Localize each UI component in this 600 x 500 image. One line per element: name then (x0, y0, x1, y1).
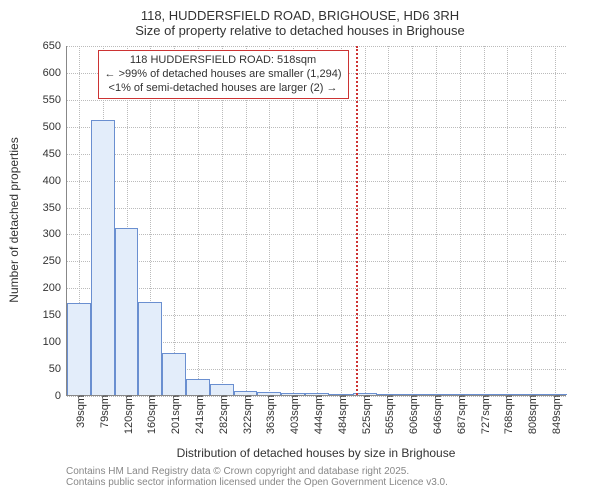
callout-line: 118 HUDDERSFIELD ROAD: 518sqm (105, 54, 342, 68)
histogram-bar (257, 392, 281, 395)
x-tick-label: 241sqm (190, 395, 206, 434)
plot-area: 0501001502002503003504004505005506006503… (66, 46, 566, 396)
gridline-v (388, 46, 389, 395)
title-block: 118, HUDDERSFIELD ROAD, BRIGHOUSE, HD6 3… (0, 0, 600, 46)
histogram-bar (329, 394, 353, 395)
y-tick-label: 550 (43, 94, 67, 106)
y-tick-label: 400 (43, 175, 67, 187)
histogram-bar (91, 120, 115, 395)
y-tick-label: 500 (43, 121, 67, 133)
y-axis-label: Number of detached properties (7, 130, 21, 310)
histogram-bar (234, 391, 258, 395)
y-tick-label: 250 (43, 255, 67, 267)
y-tick-label: 300 (43, 228, 67, 240)
gridline-v (555, 46, 556, 395)
x-tick-label: 727sqm (476, 395, 492, 434)
y-tick-label: 150 (43, 309, 67, 321)
x-tick-label: 363sqm (261, 395, 277, 434)
histogram-bar (543, 394, 567, 395)
x-tick-label: 646sqm (428, 395, 444, 434)
histogram-bar (448, 394, 472, 395)
gridline-v (507, 46, 508, 395)
marker-line (356, 46, 358, 395)
histogram-bar (281, 393, 305, 395)
histogram-bar (186, 379, 210, 395)
gridline-v (412, 46, 413, 395)
x-tick-label: 484sqm (333, 395, 349, 434)
x-tick-label: 849sqm (547, 395, 563, 434)
credits: Contains HM Land Registry data © Crown c… (66, 466, 448, 488)
y-tick-label: 100 (43, 336, 67, 348)
callout-line: <1% of semi-detached houses are larger (… (105, 82, 342, 96)
x-tick-label: 606sqm (404, 395, 420, 434)
y-tick-label: 650 (43, 40, 67, 52)
histogram-bar (424, 394, 448, 395)
callout-box: 118 HUDDERSFIELD ROAD: 518sqm← >99% of d… (98, 50, 349, 99)
x-tick-label: 687sqm (452, 395, 468, 434)
histogram-bar (400, 394, 424, 395)
histogram-bar (162, 353, 186, 395)
title-line-1: 118, HUDDERSFIELD ROAD, BRIGHOUSE, HD6 3… (0, 8, 600, 23)
histogram-bar (138, 302, 162, 395)
callout-line: ← >99% of detached houses are smaller (1… (105, 68, 342, 82)
histogram-bar (210, 384, 234, 395)
y-tick-label: 50 (49, 363, 67, 375)
x-tick-label: 282sqm (214, 395, 230, 434)
x-tick-label: 565sqm (380, 395, 396, 434)
credits-line-1: Contains HM Land Registry data © Crown c… (66, 466, 448, 477)
x-tick-label: 201sqm (166, 395, 182, 434)
x-tick-label: 79sqm (95, 395, 111, 428)
histogram-bar (67, 303, 91, 395)
x-tick-label: 403sqm (285, 395, 301, 434)
x-tick-label: 39sqm (71, 395, 87, 428)
gridline-v (436, 46, 437, 395)
y-tick-label: 0 (55, 390, 67, 402)
x-tick-label: 160sqm (142, 395, 158, 434)
gridline-v (484, 46, 485, 395)
y-tick-label: 450 (43, 148, 67, 160)
gridline-v (460, 46, 461, 395)
x-tick-label: 444sqm (309, 395, 325, 434)
histogram-bar (496, 394, 520, 395)
histogram-bar (305, 393, 329, 395)
histogram-bar (377, 394, 401, 395)
gridline-v (365, 46, 366, 395)
histogram-bar (519, 394, 543, 395)
x-tick-label: 322sqm (238, 395, 254, 434)
histogram-bar (115, 228, 139, 395)
title-line-2: Size of property relative to detached ho… (0, 23, 600, 38)
x-tick-label: 525sqm (357, 395, 373, 434)
histogram-bar (472, 394, 496, 395)
chart-container: 118, HUDDERSFIELD ROAD, BRIGHOUSE, HD6 3… (0, 0, 600, 500)
credits-line-2: Contains public sector information licen… (66, 477, 448, 488)
x-tick-label: 120sqm (119, 395, 135, 434)
gridline-v (531, 46, 532, 395)
y-tick-label: 600 (43, 67, 67, 79)
x-tick-label: 768sqm (499, 395, 515, 434)
x-tick-label: 808sqm (523, 395, 539, 434)
y-tick-label: 200 (43, 282, 67, 294)
x-axis-label: Distribution of detached houses by size … (66, 446, 566, 460)
y-tick-label: 350 (43, 202, 67, 214)
